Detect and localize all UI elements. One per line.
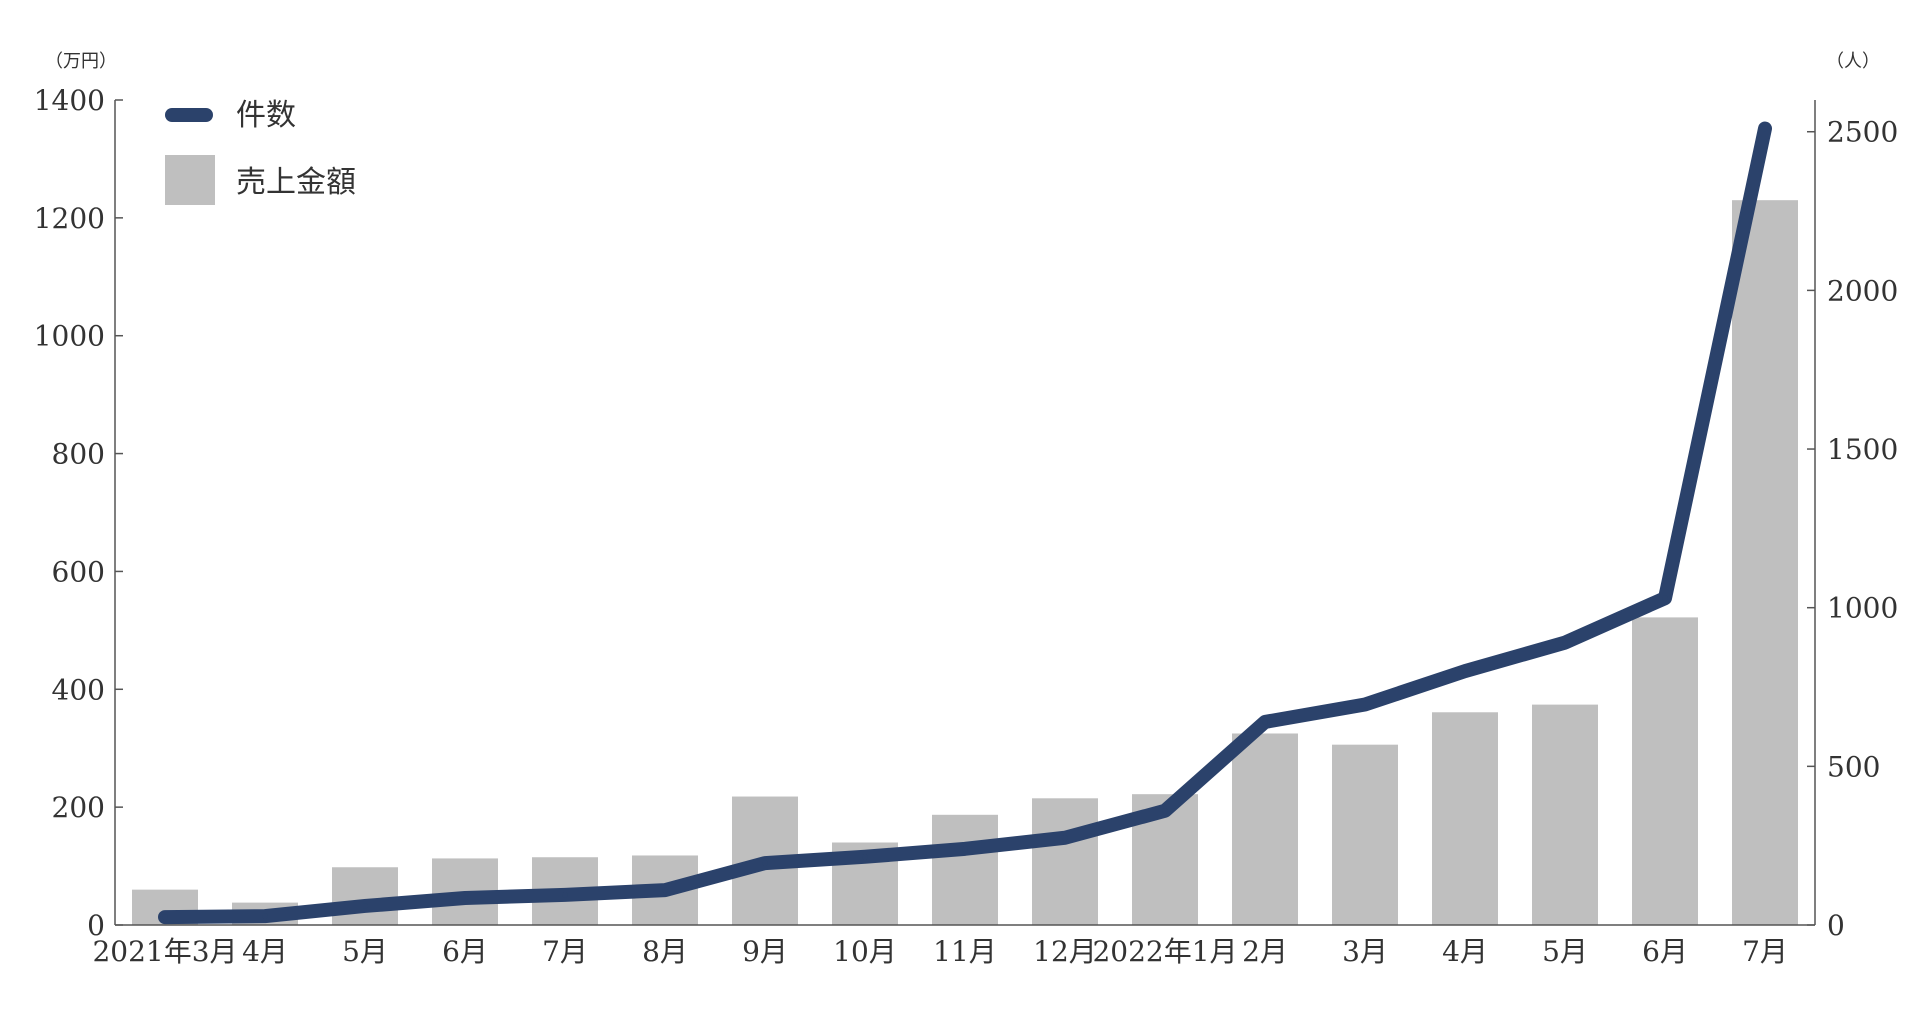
bar-sales-2 [332, 867, 398, 925]
line-count-point-1 [262, 913, 268, 920]
bar-sales-12 [1332, 744, 1398, 925]
line-count-path [158, 121, 1772, 925]
left-tick-label-0: 0 [87, 909, 105, 942]
right-tick-label-1: 500 [1827, 750, 1880, 783]
bars-layer [132, 200, 1798, 925]
bar-sales-16 [1732, 200, 1798, 925]
line-count-point-15 [1662, 595, 1668, 602]
line-count-point-3 [462, 895, 468, 902]
x-tick-label-13: 4月 [1442, 935, 1488, 968]
left-tick-label-3: 600 [52, 555, 105, 588]
right-tick-label-3: 1500 [1827, 433, 1898, 466]
line-count-point-4 [562, 891, 568, 898]
x-tick-label-9: 12月 [1033, 935, 1097, 968]
ticks-layer: 0 200 400 600 800 1000 1200 1400 0 500 1000 1500 200… [34, 84, 1899, 968]
x-tick-label-11: 2月 [1242, 935, 1288, 968]
left-tick-label-1: 200 [52, 791, 105, 824]
line-count-point-13 [1462, 668, 1468, 675]
bar-sales-11 [1232, 733, 1298, 925]
line-count-point-14 [1562, 639, 1568, 646]
line-count-point-2 [362, 902, 368, 909]
bar-sales-13 [1432, 712, 1498, 925]
x-tick-label-7: 10月 [833, 935, 897, 968]
x-tick-label-1: 4月 [242, 935, 288, 968]
right-tick-label-4: 2000 [1827, 274, 1898, 307]
x-tick-label-6: 9月 [742, 935, 788, 968]
bar-sales-14 [1532, 704, 1598, 925]
x-tick-label-3: 6月 [442, 935, 488, 968]
x-tick-label-4: 7月 [542, 935, 588, 968]
legend-label-count: 件数 [236, 98, 296, 133]
x-tick-label-14: 5月 [1542, 935, 1588, 968]
line-count-point-5 [662, 887, 668, 894]
x-tick-label-8: 11月 [933, 935, 997, 968]
left-tick-label-5: 1000 [34, 320, 105, 353]
x-tick-label-2: 5月 [342, 935, 388, 968]
left-tick-label-7: 1400 [34, 84, 105, 117]
line-count-point-12 [1362, 701, 1368, 708]
left-tick-label-4: 800 [52, 438, 105, 471]
right-tick-label-2: 1000 [1827, 592, 1898, 625]
left-tick-label-6: 1200 [34, 202, 105, 235]
line-count-point-6 [762, 860, 768, 867]
legend-label-sales: 売上金額 [236, 165, 356, 200]
right-tick-label-5: 2500 [1827, 116, 1898, 149]
x-tick-label-15: 6月 [1642, 935, 1688, 968]
left-tick-label-2: 400 [52, 673, 105, 706]
legend-bar-swatch [165, 155, 215, 205]
axes-layer: （万円） （人） [45, 51, 1880, 926]
x-tick-label-12: 3月 [1342, 935, 1388, 968]
line-count-point-16 [1762, 125, 1768, 132]
line-count-point-11 [1262, 718, 1268, 725]
right-axis-unit-label: （人） [1826, 51, 1880, 72]
line-count-point-10 [1162, 807, 1168, 814]
x-tick-label-10: 2022年1月 [1092, 935, 1237, 968]
line-count-point-7 [862, 853, 868, 860]
x-tick-label-5: 8月 [642, 935, 688, 968]
line-count-point-9 [1062, 834, 1068, 841]
line-count-point-8 [962, 845, 968, 852]
bar-sales-15 [1632, 617, 1698, 925]
bar-sales-9 [1032, 798, 1098, 925]
bar-sales-8 [932, 814, 998, 925]
left-axis-unit-label: （万円） [45, 51, 117, 72]
x-tick-label-16: 7月 [1742, 935, 1788, 968]
line-layer [158, 121, 1772, 925]
right-tick-label-0: 0 [1827, 909, 1845, 942]
line-count-point-0 [162, 914, 168, 921]
legend: 件数 売上金額 [165, 98, 356, 205]
x-tick-label-0: 2021年3月 [92, 935, 237, 968]
